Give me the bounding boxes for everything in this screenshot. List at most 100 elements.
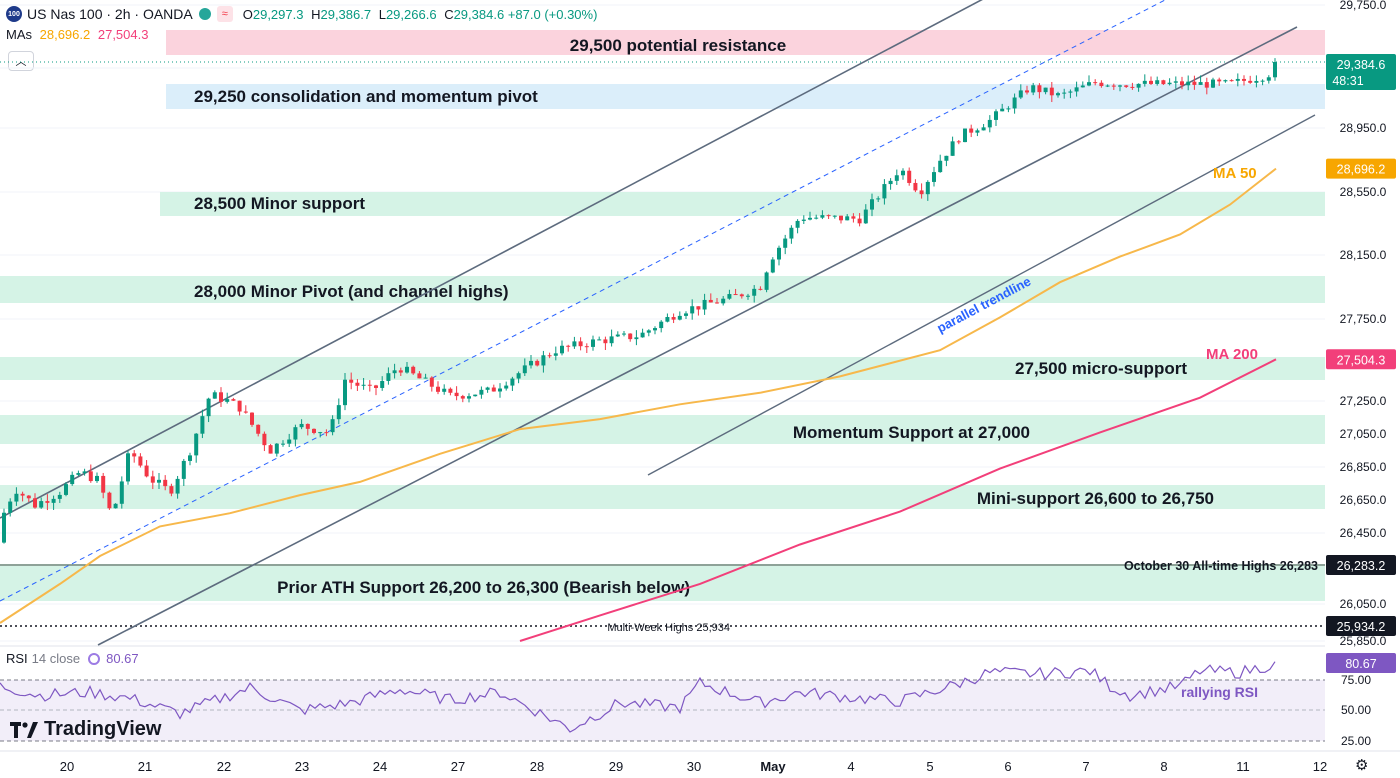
- price-tick: 26,850.0: [1340, 460, 1387, 474]
- candle-body: [1167, 82, 1172, 85]
- candle-body: [597, 339, 602, 341]
- zone-label: 29,500 potential resistance: [570, 36, 786, 55]
- candle-body: [312, 428, 316, 433]
- time-tick: 8: [1160, 759, 1167, 774]
- candle-body: [907, 170, 912, 183]
- symbol-title[interactable]: US Nas 100 · 2h · OANDA: [27, 6, 193, 22]
- zone-band: [166, 84, 1325, 109]
- candle-body: [1217, 79, 1222, 82]
- ohlc-open-key: O: [242, 6, 253, 22]
- rsi-annotation: rallying RSI: [1181, 684, 1258, 700]
- candle-body: [144, 465, 149, 477]
- time-tick: 30: [687, 759, 701, 774]
- rsi-tick: 75.00: [1341, 673, 1371, 687]
- price-tick: 28,150.0: [1340, 248, 1387, 262]
- candle-body: [367, 384, 372, 386]
- dot-icon[interactable]: [198, 8, 211, 20]
- parallel-trendline: [647, 114, 1316, 476]
- candle-body: [702, 299, 707, 310]
- candle-body: [256, 424, 261, 434]
- rsi-tick: 25.00: [1341, 734, 1371, 748]
- price-badge-value: 28,696.2: [1337, 163, 1386, 177]
- zone-band: [166, 30, 1325, 55]
- candle-body: [584, 346, 589, 348]
- channel-upper-line: [0, 0, 983, 519]
- tradingview-logo[interactable]: TradingView: [10, 718, 161, 741]
- candle-body: [677, 315, 682, 320]
- candle-body: [318, 432, 323, 434]
- candle-body: [51, 498, 56, 503]
- candle-body: [1223, 80, 1228, 82]
- rsi-settings-icon[interactable]: [88, 652, 101, 665]
- candle-body: [1018, 90, 1023, 98]
- time-tick: 27: [451, 759, 465, 774]
- channel-mid-line: [97, 26, 1298, 646]
- candle-body: [789, 227, 794, 239]
- candle-body: [498, 388, 502, 392]
- rsi-legend[interactable]: RSI 14 close 80.67: [6, 651, 139, 666]
- candle-body: [1211, 79, 1215, 88]
- ma200-value: 27,504.3: [97, 27, 149, 42]
- candle-body: [423, 377, 428, 379]
- candle-body: [529, 360, 533, 366]
- candle-body: [1025, 90, 1029, 93]
- candle-body: [119, 481, 124, 504]
- candle-body: [1074, 87, 1079, 92]
- candle-body: [1068, 91, 1073, 93]
- candle-body: [814, 217, 819, 219]
- candle-body: [1155, 80, 1160, 84]
- candle-body: [826, 215, 831, 217]
- candle-body: [820, 215, 825, 218]
- candle-body: [950, 141, 955, 156]
- candle-body: [870, 199, 874, 210]
- candle-body: [231, 399, 236, 401]
- time-tick: 20: [60, 759, 74, 774]
- candle-body: [727, 294, 732, 299]
- candle-body: [1062, 92, 1067, 94]
- candle-body: [1049, 87, 1054, 96]
- level-label: Multi-Week Highs 25,934: [607, 622, 730, 634]
- zone-band: [0, 415, 1325, 444]
- candle-body: [553, 353, 558, 356]
- candle-body: [510, 378, 515, 386]
- price-badge-value: 26,283.2: [1337, 559, 1386, 573]
- candle-body: [150, 476, 155, 483]
- candle-body: [739, 294, 744, 297]
- tradingview-icon: [10, 721, 38, 738]
- rsi-value: 80.67: [106, 651, 139, 666]
- zone-label: Mini-support 26,600 to 26,750: [977, 489, 1214, 508]
- zone-label: Prior ATH Support 26,200 to 26,300 (Bear…: [277, 578, 690, 597]
- candle-body: [163, 479, 168, 487]
- candle-body: [436, 386, 440, 392]
- zone-band: [160, 192, 1325, 216]
- gear-icon[interactable]: ⚙: [1355, 757, 1369, 774]
- candle-body: [82, 471, 87, 474]
- candle-body: [1273, 62, 1277, 78]
- symbol-logo[interactable]: 100: [6, 6, 22, 22]
- time-tick: 7: [1082, 759, 1089, 774]
- candle-body: [690, 306, 695, 314]
- candle-body: [975, 130, 980, 133]
- candle-body: [64, 484, 68, 495]
- candle-body: [832, 215, 837, 217]
- candle-body: [380, 380, 385, 388]
- zone-band: [0, 485, 1325, 509]
- ohlc-close-key: C: [444, 6, 454, 22]
- candle-body: [76, 473, 81, 475]
- candle-body: [1192, 81, 1197, 85]
- candle-body: [1130, 86, 1135, 88]
- candle-body: [95, 475, 99, 482]
- candle-body: [175, 478, 180, 494]
- candle-body: [26, 495, 31, 499]
- wave-icon[interactable]: ≈: [216, 6, 233, 22]
- candle-body: [1260, 80, 1265, 82]
- mas-legend[interactable]: MAs 28,696.2 27,504.3: [6, 27, 148, 42]
- candle-body: [1186, 81, 1191, 86]
- mas-label: MAs: [6, 27, 32, 42]
- candle-body: [1118, 85, 1122, 87]
- candle-body: [287, 439, 292, 444]
- candle-body: [1056, 93, 1060, 96]
- candle-body: [572, 341, 577, 347]
- candle-body: [634, 337, 639, 340]
